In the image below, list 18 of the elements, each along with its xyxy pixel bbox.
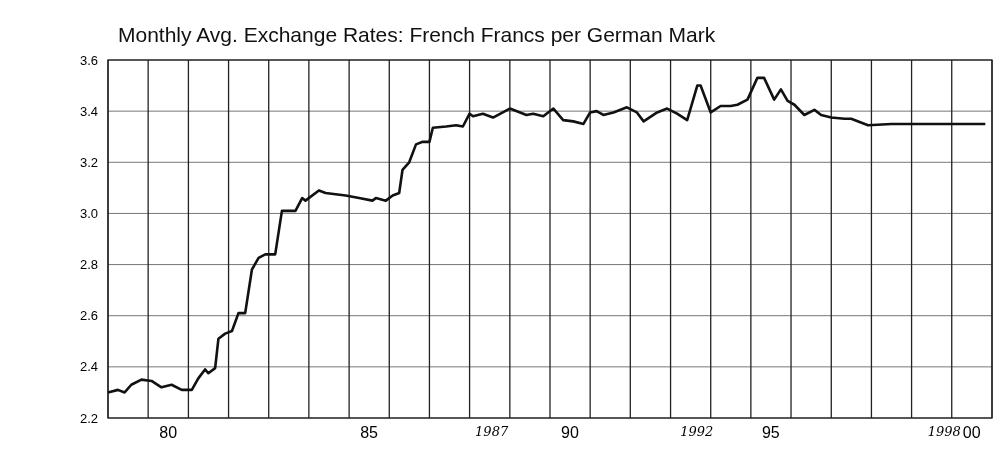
x-tick-label: 90 (561, 424, 579, 441)
x-tick-label: 85 (360, 424, 379, 441)
y-tick-label: 2.6 (79, 308, 98, 324)
text: 1992 (680, 424, 714, 439)
x-tick-label: 95 (761, 424, 780, 441)
text: 1998 (927, 424, 961, 439)
y-tick-label: 3.4 (79, 103, 98, 119)
x-tick-label: 80 (159, 424, 178, 441)
text: 1987 (475, 424, 509, 439)
y-tick-label: 2.2 (79, 410, 98, 426)
y-tick-label: 3.6 (79, 52, 98, 68)
y-tick-label: 2.4 (79, 359, 98, 375)
y-tick-label: 2.8 (79, 257, 98, 273)
y-tick-label: 3.2 (79, 154, 98, 170)
x-tick-label: 00 (962, 424, 981, 441)
chart-title: Monthly Avg. Exchange Rates: French Francs per German Mark (118, 23, 716, 46)
y-tick-label: 3.0 (79, 205, 98, 221)
line-series (106, 76, 987, 394)
